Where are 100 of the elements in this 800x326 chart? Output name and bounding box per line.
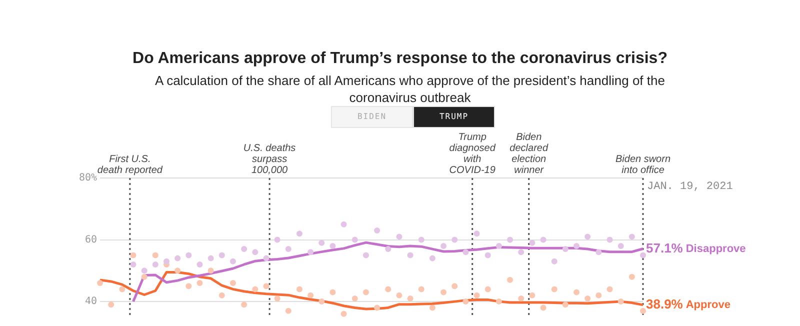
point	[596, 249, 602, 256]
point	[318, 240, 325, 246]
point	[130, 261, 136, 268]
point	[340, 221, 347, 228]
point	[208, 268, 214, 274]
point	[218, 292, 225, 298]
point	[396, 234, 402, 240]
point	[429, 255, 436, 262]
point	[529, 292, 536, 298]
point	[152, 252, 158, 258]
point	[574, 242, 580, 249]
point	[496, 242, 502, 249]
point	[440, 242, 447, 249]
point	[318, 298, 325, 305]
point	[241, 246, 248, 252]
point	[484, 286, 491, 292]
point	[252, 249, 258, 256]
point	[596, 292, 602, 298]
point	[340, 310, 347, 317]
point	[618, 242, 624, 249]
point	[274, 236, 280, 243]
point	[152, 261, 158, 268]
point	[141, 268, 148, 274]
point	[640, 252, 646, 258]
point	[640, 308, 646, 314]
point	[274, 295, 280, 302]
point	[362, 289, 369, 296]
point	[97, 280, 103, 286]
point	[462, 298, 469, 305]
text: Trump diagnosed with COVID-19	[449, 132, 496, 176]
text: BIDEN	[331, 106, 413, 128]
point	[507, 276, 514, 283]
point	[484, 252, 491, 258]
point	[308, 249, 314, 256]
data-label: 38.9%	[646, 296, 684, 312]
text: TRUMP	[413, 106, 495, 128]
point	[174, 268, 181, 274]
point	[252, 286, 258, 292]
point	[108, 302, 114, 308]
point	[241, 302, 248, 308]
point	[529, 240, 536, 246]
point	[186, 283, 192, 290]
point	[230, 258, 236, 264]
data-label: 57.1%	[646, 240, 684, 256]
text: JAN. 19, 2021	[647, 180, 734, 193]
text: First U.S. death reported	[97, 154, 163, 176]
text: Approve	[686, 298, 730, 311]
point	[119, 286, 126, 292]
point	[163, 258, 170, 264]
y-tick-label: 40	[84, 296, 97, 308]
point	[362, 252, 369, 258]
point	[562, 246, 568, 252]
point	[174, 255, 181, 262]
point	[462, 249, 469, 256]
text: Biden sworn into office	[615, 154, 671, 176]
point	[518, 295, 524, 302]
point	[407, 295, 414, 302]
point	[186, 252, 192, 258]
point	[628, 274, 635, 280]
point	[296, 286, 302, 292]
point	[418, 286, 424, 292]
chart-subtitle: A calculation of the share of all Americans who approve of the president’s handling of the coronavirus outbreak	[154, 72, 666, 106]
point	[507, 236, 514, 243]
point	[496, 298, 502, 305]
point	[385, 286, 392, 292]
point	[374, 304, 380, 311]
point	[141, 274, 148, 280]
point	[230, 280, 236, 286]
point	[452, 283, 458, 290]
point	[584, 295, 591, 302]
point	[584, 234, 591, 240]
point	[218, 252, 225, 258]
point	[196, 261, 203, 268]
point	[308, 292, 314, 298]
point	[440, 289, 447, 296]
point	[628, 234, 635, 240]
point	[385, 246, 392, 252]
point	[551, 258, 558, 264]
point	[429, 304, 436, 311]
point	[540, 236, 546, 243]
point	[540, 304, 546, 311]
point	[562, 302, 568, 308]
point	[618, 298, 624, 305]
point	[374, 228, 380, 234]
point	[474, 230, 480, 237]
point	[518, 249, 524, 256]
text: Biden declared election winner	[510, 132, 548, 176]
point	[396, 292, 402, 298]
point	[407, 252, 414, 258]
point	[330, 289, 336, 296]
point	[606, 286, 613, 292]
point	[452, 236, 458, 243]
point	[296, 230, 302, 237]
point	[574, 289, 580, 296]
point	[330, 242, 336, 249]
point	[352, 295, 358, 302]
point	[285, 246, 292, 252]
point	[130, 252, 136, 258]
point	[352, 236, 358, 243]
point	[474, 292, 480, 298]
